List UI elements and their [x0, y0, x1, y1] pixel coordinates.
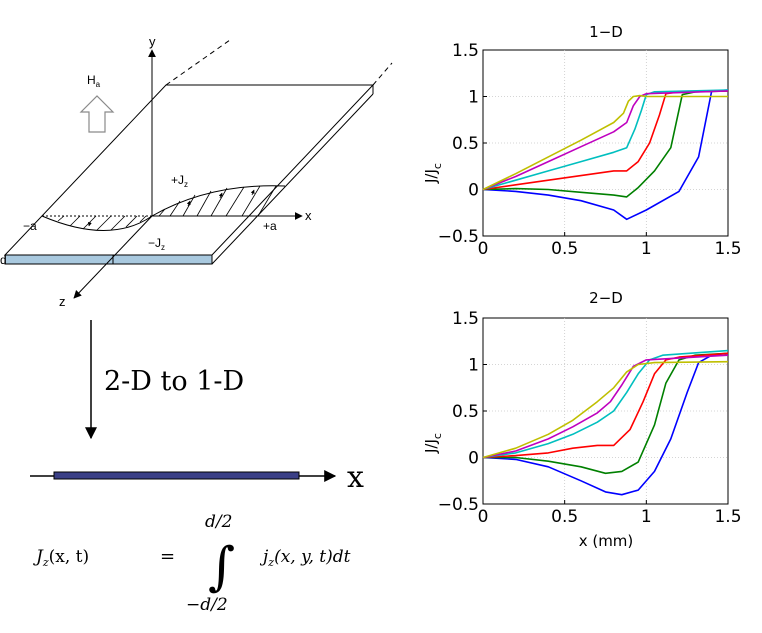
- chart-1d-ylabel: J/Jc: [422, 163, 444, 184]
- chart-2d-series-line-5: [482, 354, 729, 459]
- chart-1d-series-line-6: [482, 94, 728, 191]
- chart-1d-x-tick-label: 0.5: [551, 239, 578, 259]
- reduction-section: 2-D to 1-D x: [30, 320, 364, 495]
- profile-hatching-left: [57, 215, 147, 231]
- chart-1d-title: 1−D: [589, 23, 623, 41]
- chart-1d-series-line-2: [482, 90, 729, 198]
- z-axis: [73, 215, 153, 299]
- chart-2d-title: 2−D: [589, 289, 623, 307]
- chart-2d-series-line-2: [483, 352, 729, 475]
- strip-front-face: [4, 254, 213, 265]
- line-conductor: [53, 471, 300, 480]
- chart-1d-series-line-5: [482, 90, 729, 191]
- z-axis-label: z: [59, 294, 66, 309]
- chart-2d-y-tick-label: 1.5: [452, 309, 479, 329]
- equation-lhs: Jz(x, t): [33, 547, 89, 569]
- chart-2d-y-tick-label: 0.5: [452, 402, 479, 422]
- integral-lower-limit: −d/2: [186, 595, 228, 615]
- x-axis-label: x: [305, 208, 312, 223]
- field-arrow-icon: [79, 95, 115, 133]
- chart-1d-y-tick-label: 0.5: [452, 134, 479, 154]
- integral-upper-limit: d/2: [205, 512, 232, 532]
- right-edge-label: +a: [263, 219, 277, 233]
- strip-far-edge-dashed-right: [372, 62, 393, 86]
- chart-1d-x-tick-label: 1.5: [714, 239, 741, 259]
- profile-current-arrows: [87, 189, 255, 227]
- chart-2d-y-tick-label: 1: [468, 356, 479, 376]
- y-axis-label: y: [149, 34, 156, 49]
- chart-1d-x-tick-label: 0: [478, 239, 489, 259]
- strip-top-surface: [3, 84, 375, 256]
- chart-2d-ylabel: J/Jc: [422, 433, 444, 454]
- chart-1d-y-tick-label: −0.5: [438, 227, 479, 247]
- chart-2d-series-line-4: [482, 349, 729, 459]
- chart-1d-y-tick-label: 1: [468, 88, 479, 108]
- chart-2d-y-tick-label: −0.5: [438, 495, 479, 515]
- profile-hatching-right: [158, 185, 277, 217]
- integral-equation: Jz(x, t) = d/2 ∫ −d/2 jz(x, y, t)dt: [33, 512, 351, 615]
- chart-2d-x-tick-label: 1: [641, 507, 652, 527]
- chart-1d-y-tick-label: 1.5: [452, 41, 479, 61]
- minus-current-label: −Jz: [148, 236, 165, 252]
- chart-2d-x-tick-label: 1.5: [714, 507, 741, 527]
- strip-diagram: y x z Ha +Jz −Jz −a +a d: [0, 34, 393, 309]
- thickness-label: d: [0, 253, 7, 267]
- equation-equals: =: [160, 546, 175, 567]
- chart-1d-series-line-1: [482, 89, 729, 221]
- integral-sign-icon: ∫: [208, 537, 235, 597]
- chart-1d-y-tick-label: 0: [468, 181, 479, 201]
- strip-right-thickness-edge: [211, 93, 374, 265]
- chart-2d-x-tick-label: 0.5: [551, 507, 578, 527]
- reduction-label: 2-D to 1-D: [104, 366, 244, 397]
- chart-1d: 1−D J/Jc 0 0.5 1 1.5−0.500.511.5: [422, 23, 742, 259]
- chart-2d-xlabel: x (mm): [579, 532, 634, 550]
- left-edge-label: −a: [23, 219, 37, 233]
- plus-current-label: +Jz: [171, 173, 188, 189]
- line-axis-label: x: [347, 460, 364, 495]
- chart-2d-y-tick-label: 0: [468, 449, 479, 469]
- chart-1d-x-tick-label: 1: [641, 239, 652, 259]
- strip-far-edge-dashed-left: [165, 39, 231, 86]
- current-profile-curve: [41, 185, 286, 231]
- chart-2d-x-tick-label: 0: [478, 507, 489, 527]
- chart-2d-series-line-6: [482, 360, 729, 459]
- chart-2d: 2−D J/Jc x (mm) 0 0.5 1 1.5−0.500.511.5: [422, 289, 742, 550]
- equation-integrand: jz(x, y, t)dt: [259, 547, 351, 569]
- field-label: Ha: [87, 73, 101, 89]
